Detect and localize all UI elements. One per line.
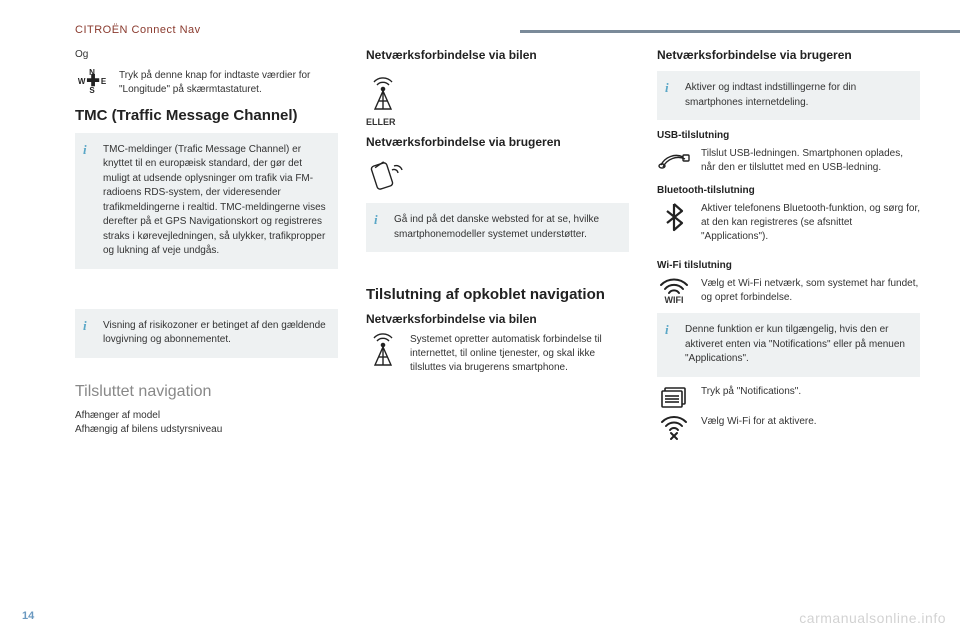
bluetooth-text: Aktiver telefonens Bluetooth-funktion, o… bbox=[701, 202, 920, 244]
column-1: Og N W ✚ E S Tryk på denne knap for indt… bbox=[75, 48, 338, 447]
wifi-heading: Wi-Fi tilslutning bbox=[657, 260, 920, 271]
usb-row: Tilslut USB-ledningen. Smartphonen oplad… bbox=[657, 147, 920, 175]
wifi-x-icon bbox=[657, 415, 691, 441]
compass-icon: N W ✚ E S bbox=[75, 69, 109, 95]
og-label: Og bbox=[75, 48, 338, 63]
info-icon: i bbox=[665, 321, 669, 340]
header-rule bbox=[520, 30, 960, 33]
info-icon: i bbox=[374, 211, 378, 230]
auto-connect-text: Systemet opretter automatisk forbindelse… bbox=[410, 333, 629, 375]
risk-info-box: i Visning af risikozoner er betinget af … bbox=[75, 309, 338, 358]
net-car-heading: Netværksforbindelse via bilen bbox=[366, 48, 629, 63]
wifi-info-box: i Denne funktion er kun tilgængelig, hvi… bbox=[657, 313, 920, 377]
compass-s: S bbox=[78, 87, 106, 95]
info-icon: i bbox=[83, 317, 87, 336]
compass-w: W bbox=[78, 78, 86, 86]
activate-info-box: i Aktiver og indtast indstillingerne for… bbox=[657, 71, 920, 120]
wifi-info-text: Denne funktion er kun tilgængelig, hvis … bbox=[685, 324, 905, 364]
depends-model: Afhænger af model bbox=[75, 409, 338, 424]
bluetooth-row: Aktiver telefonens Bluetooth-funktion, o… bbox=[657, 202, 920, 244]
info-icon: i bbox=[665, 79, 669, 98]
antenna-row-1 bbox=[366, 77, 629, 111]
depends-equipment: Afhængig af bilens udstyrsniveau bbox=[75, 423, 338, 438]
column-3: Netværksforbindelse via brugeren i Aktiv… bbox=[657, 48, 920, 447]
connect-nav-heading: Tilslutning af opkoblet navigation bbox=[366, 286, 629, 304]
net-car-sub-heading: Netværksforbindelse via bilen bbox=[366, 312, 629, 327]
wifi-text: Vælg et Wi-Fi netværk, som systemet har … bbox=[701, 277, 920, 305]
smartphone-info-box: i Gå ind på det danske websted for at se… bbox=[366, 203, 629, 252]
wifi-select-text: Vælg Wi-Fi for at aktivere. bbox=[701, 415, 920, 429]
columns: Og N W ✚ E S Tryk på denne knap for indt… bbox=[75, 48, 920, 447]
smartphone-icon bbox=[368, 156, 629, 195]
net-user-heading-2: Netværksforbindelse via brugeren bbox=[657, 48, 920, 63]
compass-cross: ✚ bbox=[86, 77, 99, 87]
watermark: carmanualsonline.info bbox=[799, 610, 946, 626]
notifications-row: Tryk på "Notifications". bbox=[657, 385, 920, 409]
compass-row: N W ✚ E S Tryk på denne knap for indtast… bbox=[75, 69, 338, 97]
antenna-icon bbox=[366, 333, 400, 367]
usb-cable-icon bbox=[657, 147, 691, 173]
compass-e: E bbox=[101, 78, 106, 86]
column-2: Netværksforbindelse via bilen bbox=[366, 48, 629, 447]
tmc-info-box: i TMC-meldinger (Trafic Message Channel)… bbox=[75, 133, 338, 269]
antenna-row-2: Systemet opretter automatisk forbindelse… bbox=[366, 333, 629, 375]
risk-info-text: Visning af risikozoner er betinget af de… bbox=[103, 320, 326, 346]
tmc-info-text: TMC-meldinger (Trafic Message Channel) e… bbox=[103, 144, 326, 257]
wifi-select-row: Vælg Wi-Fi for at aktivere. bbox=[657, 415, 920, 441]
info-icon: i bbox=[83, 141, 87, 160]
smartphone-info-text: Gå ind på det danske websted for at se, … bbox=[394, 214, 599, 240]
wifi-icon: WIFI bbox=[657, 277, 691, 305]
bluetooth-heading: Bluetooth-tilslutning bbox=[657, 185, 920, 196]
net-user-heading: Netværksforbindelse via brugeren bbox=[366, 135, 629, 150]
usb-text: Tilslut USB-ledningen. Smartphonen oplad… bbox=[701, 147, 920, 175]
tmc-heading: TMC (Traffic Message Channel) bbox=[75, 107, 338, 125]
usb-heading: USB-tilslutning bbox=[657, 130, 920, 141]
page-root: CITROËN Connect Nav Og N W ✚ E S bbox=[0, 0, 960, 467]
antenna-icon bbox=[366, 77, 400, 111]
connected-nav-heading: Tilsluttet navigation bbox=[75, 382, 338, 401]
compass-text: Tryk på denne knap for indtaste værdier … bbox=[119, 69, 338, 97]
activate-info-text: Aktiver og indtast indstillingerne for d… bbox=[685, 82, 856, 108]
notifications-text: Tryk på "Notifications". bbox=[701, 385, 920, 399]
wifi-label: WIFI bbox=[665, 295, 684, 305]
wifi-row: WIFI Vælg et Wi-Fi netværk, som systemet… bbox=[657, 277, 920, 305]
page-number: 14 bbox=[22, 610, 34, 622]
bluetooth-icon bbox=[657, 202, 691, 232]
or-label: ELLER bbox=[366, 117, 629, 127]
notifications-icon bbox=[657, 385, 691, 409]
